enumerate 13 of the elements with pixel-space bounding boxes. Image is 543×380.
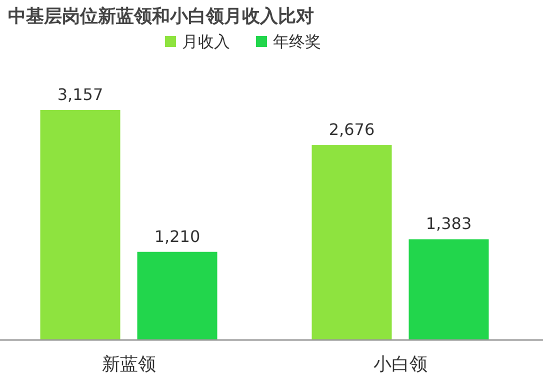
bar xyxy=(40,110,120,340)
bar xyxy=(137,252,218,340)
bar xyxy=(408,239,489,340)
data-label: 3,157 xyxy=(57,85,104,104)
bar xyxy=(312,145,392,340)
data-label: 1,210 xyxy=(154,226,200,246)
data-label: 2,676 xyxy=(328,120,375,140)
legend-label: 年终奖 xyxy=(273,32,321,51)
data-label: 1,383 xyxy=(426,214,472,234)
x-tick-label: 新蓝领 xyxy=(102,354,156,375)
chart-title: 中基层岗位新蓝领和小白领月收入比对 xyxy=(8,6,314,27)
x-tick-label: 小白领 xyxy=(373,354,428,375)
legend-label: 月收入 xyxy=(182,32,230,51)
